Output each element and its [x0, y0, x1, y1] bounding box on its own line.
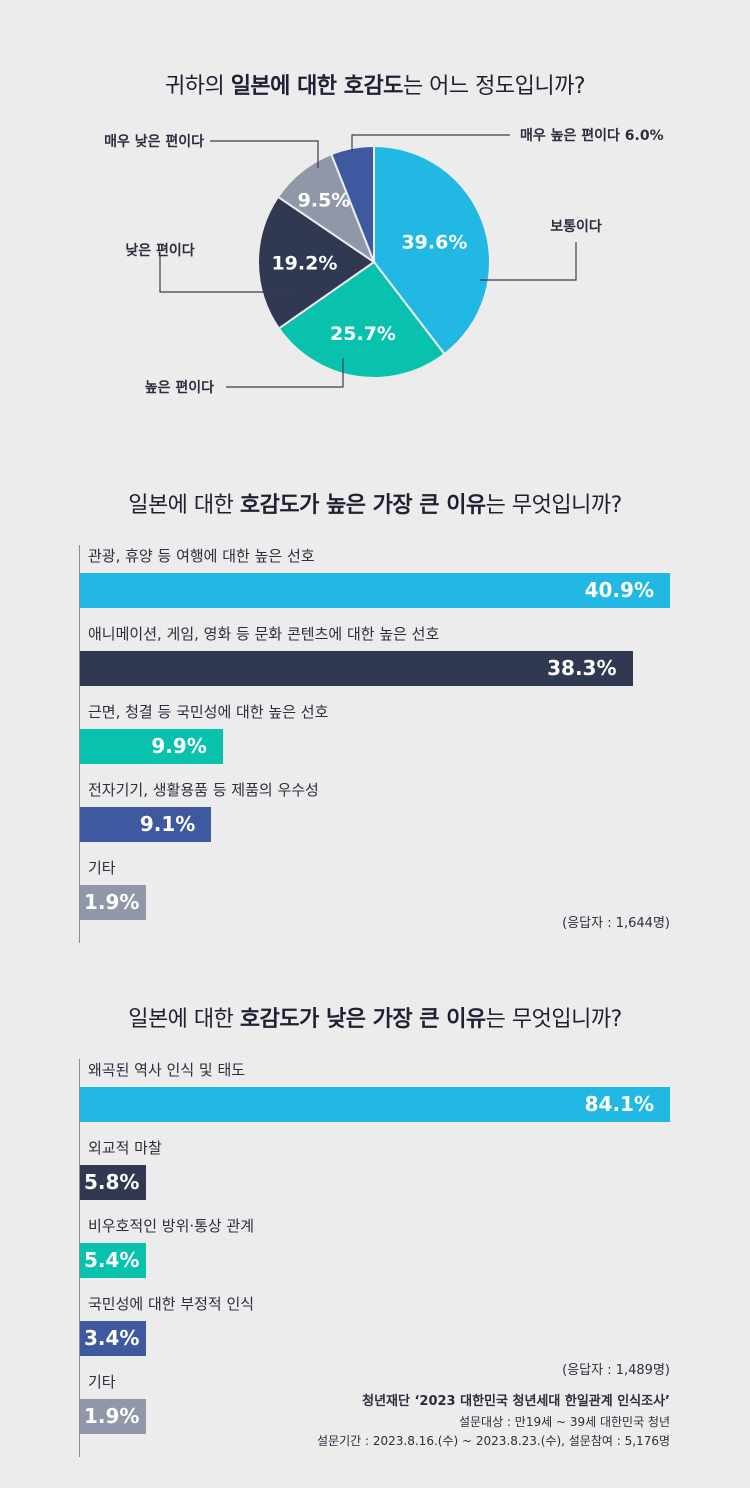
pie-category-label-very-high: 매우 높은 편이다 6.0%	[520, 127, 664, 144]
high-bar-item: 전자기기, 생활용품 등 제품의 우수성 9.1%	[79, 779, 679, 844]
pie-value-label-normal: 39.6%	[401, 232, 467, 254]
low-bar-value-label: 84.1%	[584, 1092, 654, 1116]
low-bar-item: 왜곡된 역사 인식 및 태도 84.1%	[79, 1059, 679, 1124]
pie-slice-normal	[373, 144, 491, 356]
source-title: 청년재단 ‘2023 대한민국 청년세대 한일관계 인식조사’	[362, 1394, 670, 1409]
low-reason-question-title: 일본에 대한 호감도가 낮은 가장 큰 이유는 무엇입니까?	[128, 1007, 622, 1032]
high-bar: 1.9%	[80, 885, 146, 920]
low-bar-value-label: 1.9%	[84, 1404, 140, 1428]
high-bar-value-label: 9.9%	[151, 734, 207, 758]
pie-value-label-low: 19.2%	[271, 252, 337, 274]
source-period: 설문기간 : 2023.8.16.(수) ~ 2023.8.23.(수), 설문…	[317, 1434, 670, 1448]
high-bar-category-label: 관광, 휴양 등 여행에 대한 높은 선호	[88, 547, 315, 565]
pie-category-label-very-low: 매우 낮은 편이다	[104, 133, 204, 150]
axis-line	[79, 545, 80, 943]
high-reason-question-title: 일본에 대한 호감도가 높은 가장 큰 이유는 무엇입니까?	[128, 493, 622, 518]
high-bar: 40.9%	[80, 573, 670, 608]
leader-line-very-low	[210, 140, 319, 168]
low-bar-item: 기타 1.9%	[79, 1371, 679, 1436]
low-bar-value-label: 5.4%	[84, 1248, 140, 1272]
pie-question-title: 귀하의 일본에 대한 호감도는 어느 정도입니까?	[164, 74, 586, 99]
low-bar: 5.8%	[80, 1165, 146, 1200]
pie-slice-low	[257, 195, 376, 330]
source-target: 설문대상 : 만19세 ~ 39세 대한민국 청년	[458, 1415, 670, 1429]
high-bar-item: 관광, 휴양 등 여행에 대한 높은 선호 40.9%	[79, 545, 679, 610]
pie-category-label-low: 낮은 편이다	[125, 242, 194, 259]
low-reason-bar-chart: 왜곡된 역사 인식 및 태도 84.1% 외교적 마찰 5.8% 비우호적인 방위·통상…	[79, 1059, 679, 1457]
pie-category-label-normal: 보통이다	[550, 218, 602, 235]
leader-line-very-high	[351, 134, 510, 153]
leader-line-low	[159, 256, 291, 293]
pie-value-label-very-low: 9.5%	[298, 190, 351, 212]
low-bar-value-label: 3.4%	[84, 1326, 140, 1350]
high-bar-category-label: 기타	[88, 859, 116, 877]
high-bar-category-label: 근면, 청결 등 국민성에 대한 높은 선호	[88, 703, 329, 721]
high-bar-value-label: 9.1%	[139, 812, 196, 836]
low-bar: 84.1%	[80, 1087, 670, 1122]
low-bar-item: 외교적 마찰 5.8%	[79, 1137, 679, 1202]
survey-source: 청년재단 ‘2023 대한민국 청년세대 한일관계 인식조사’ 설문대상 : 만…	[317, 1392, 670, 1451]
high-bar-category-label: 전자기기, 생활용품 등 제품의 우수성	[88, 781, 319, 799]
high-bar-category-label: 애니메이션, 게임, 영화 등 문화 콘텐츠에 대한 높은 선호	[88, 625, 440, 643]
low-bar-category-label: 국민성에 대한 부정적 인식	[88, 1295, 255, 1313]
high-bar: 38.3%	[80, 651, 633, 686]
low-respondents-note: (응답자 : 1,489명)	[562, 1363, 670, 1378]
low-bar-value-label: 5.8%	[84, 1170, 140, 1194]
high-bar-item: 기타 1.9%	[79, 857, 679, 922]
high-bar: 9.1%	[80, 807, 212, 842]
low-bar-category-label: 기타	[88, 1373, 116, 1391]
leader-line-high	[226, 358, 344, 388]
leader-line-normal	[480, 242, 577, 281]
high-respondents-note: (응답자 : 1,644명)	[562, 916, 670, 931]
high-bar-item: 근면, 청결 등 국민성에 대한 높은 선호 9.9%	[79, 701, 679, 766]
low-bar: 3.4%	[80, 1321, 146, 1356]
pie-slice-high	[277, 260, 446, 379]
low-bar-category-label: 비우호적인 방위·통상 관계	[88, 1217, 255, 1235]
high-bar: 9.9%	[80, 729, 223, 764]
low-bar-category-label: 왜곡된 역사 인식 및 태도	[88, 1061, 246, 1079]
high-bar-value-label: 38.3%	[547, 656, 617, 680]
low-bar: 5.4%	[80, 1243, 146, 1278]
low-bar-item: 비우호적인 방위·통상 관계 5.4%	[79, 1215, 679, 1280]
pie-category-label-high: 높은 편이다	[145, 379, 214, 396]
low-bar-category-label: 외교적 마찰	[88, 1139, 162, 1157]
high-bar-value-label: 40.9%	[584, 578, 654, 602]
low-bar-item: 국민성에 대한 부정적 인식 3.4%	[79, 1293, 679, 1358]
low-bar: 1.9%	[80, 1399, 146, 1434]
high-reason-bar-chart: 관광, 휴양 등 여행에 대한 높은 선호 40.9% 애니메이션, 게임, 영화 …	[79, 545, 679, 943]
axis-line	[79, 1059, 80, 1457]
pie-value-label-high: 25.7%	[330, 323, 396, 345]
high-bar-value-label: 1.9%	[84, 890, 140, 914]
high-bar-item: 애니메이션, 게임, 영화 등 문화 콘텐츠에 대한 높은 선호 38.3%	[79, 623, 679, 688]
